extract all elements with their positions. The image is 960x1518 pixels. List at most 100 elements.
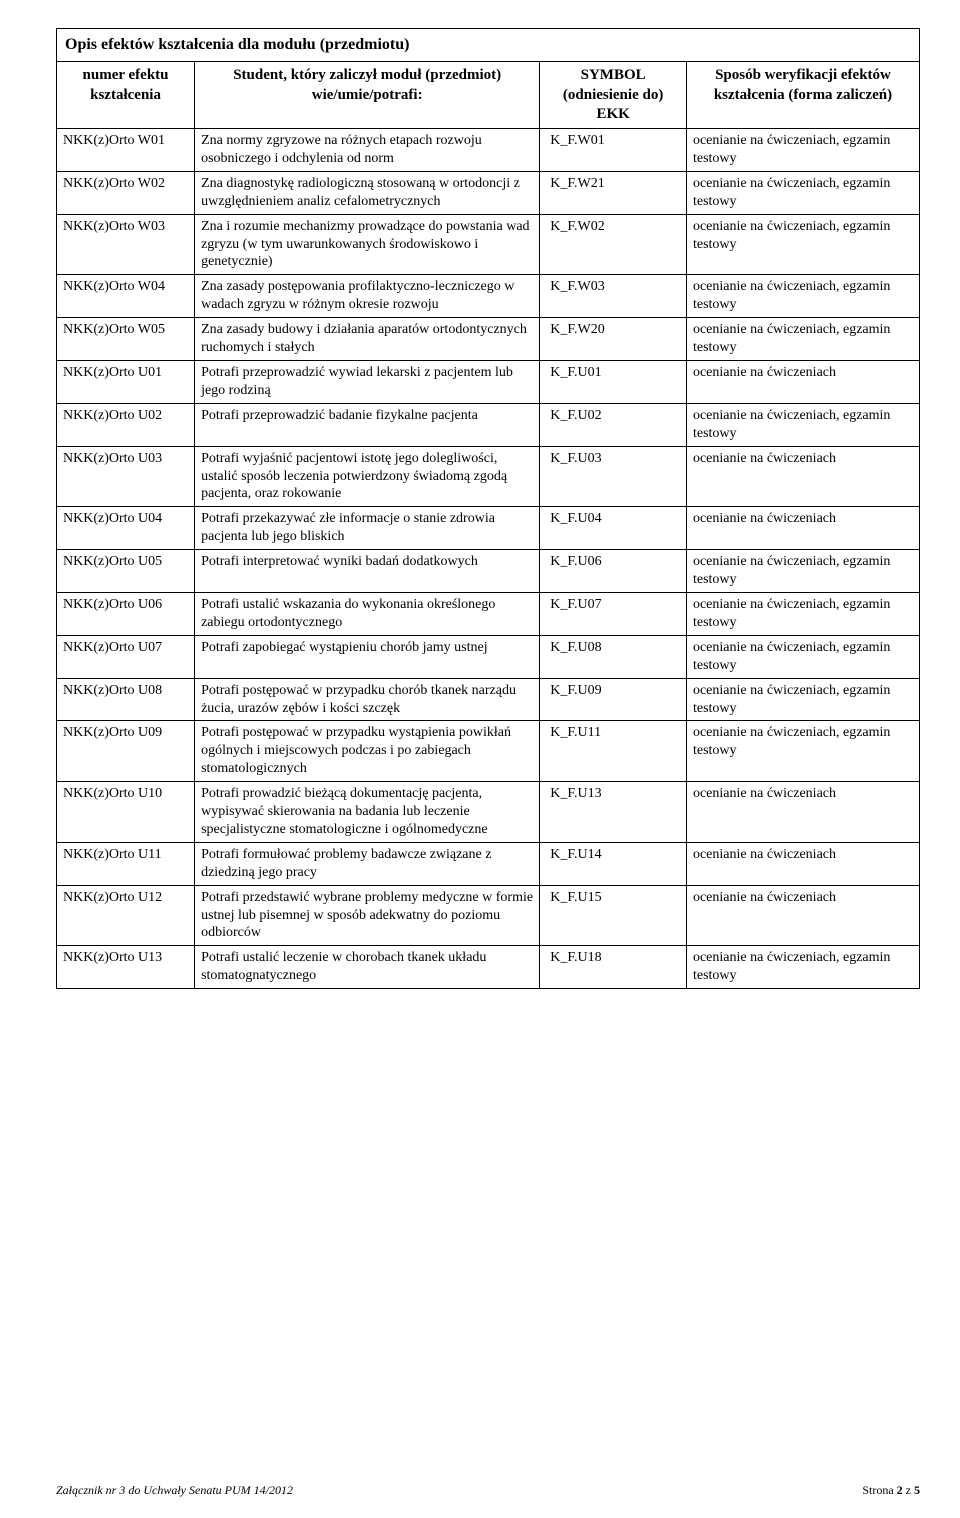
- table-row: NKK(z)Orto U11Potrafi formułować problem…: [57, 842, 920, 885]
- cell-symbol: K_F.U03: [540, 446, 687, 507]
- cell-symbol: K_F.U02: [540, 403, 687, 446]
- cell-symbol: K_F.U15: [540, 885, 687, 946]
- cell-symbol: K_F.U09: [540, 678, 687, 721]
- cell-description: Zna i rozumie mechanizmy prowadzące do p…: [195, 214, 540, 275]
- cell-effect-number: NKK(z)Orto U10: [57, 782, 195, 843]
- cell-symbol: K_F.U06: [540, 550, 687, 593]
- document-page: Opis efektów kształcenia dla modułu (prz…: [0, 0, 960, 1518]
- effects-table: Opis efektów kształcenia dla modułu (prz…: [56, 28, 920, 989]
- cell-symbol: K_F.W02: [540, 214, 687, 275]
- cell-description: Potrafi zapobiegać wystąpieniu chorób ja…: [195, 635, 540, 678]
- footer-left: Załącznik nr 3 do Uchwały Senatu PUM 14/…: [56, 1483, 293, 1497]
- cell-description: Potrafi przekazywać złe informacje o sta…: [195, 507, 540, 550]
- footer-page-number: Strona 2 z 5: [862, 1483, 920, 1498]
- cell-verification: ocenianie na ćwiczeniach: [686, 842, 919, 885]
- cell-description: Potrafi postępować w przypadku chorób tk…: [195, 678, 540, 721]
- cell-verification: ocenianie na ćwiczeniach, egzamin testow…: [686, 129, 919, 172]
- cell-effect-number: NKK(z)Orto U13: [57, 946, 195, 989]
- cell-symbol: K_F.U14: [540, 842, 687, 885]
- table-row: NKK(z)Orto U07Potrafi zapobiegać wystąpi…: [57, 635, 920, 678]
- cell-verification: ocenianie na ćwiczeniach, egzamin testow…: [686, 721, 919, 782]
- table-row: NKK(z)Orto U03Potrafi wyjaśnić pacjentow…: [57, 446, 920, 507]
- cell-effect-number: NKK(z)Orto U06: [57, 592, 195, 635]
- table-row: NKK(z)Orto U06Potrafi ustalić wskazania …: [57, 592, 920, 635]
- cell-verification: ocenianie na ćwiczeniach: [686, 361, 919, 404]
- cell-effect-number: NKK(z)Orto U05: [57, 550, 195, 593]
- cell-symbol: K_F.U11: [540, 721, 687, 782]
- cell-effect-number: NKK(z)Orto U04: [57, 507, 195, 550]
- cell-symbol: K_F.W01: [540, 129, 687, 172]
- cell-symbol: K_F.U13: [540, 782, 687, 843]
- cell-verification: ocenianie na ćwiczeniach: [686, 885, 919, 946]
- cell-description: Zna diagnostykę radiologiczną stosowaną …: [195, 171, 540, 214]
- table-row: NKK(z)Orto U02Potrafi przeprowadzić bada…: [57, 403, 920, 446]
- cell-effect-number: NKK(z)Orto U07: [57, 635, 195, 678]
- cell-effect-number: NKK(z)Orto U09: [57, 721, 195, 782]
- cell-verification: ocenianie na ćwiczeniach, egzamin testow…: [686, 678, 919, 721]
- cell-symbol: K_F.W20: [540, 318, 687, 361]
- table-row: NKK(z)Orto W01Zna normy zgryzowe na różn…: [57, 129, 920, 172]
- table-row: NKK(z)Orto U13Potrafi ustalić leczenie w…: [57, 946, 920, 989]
- cell-description: Potrafi przeprowadzić wywiad lekarski z …: [195, 361, 540, 404]
- cell-symbol: K_F.U07: [540, 592, 687, 635]
- cell-verification: ocenianie na ćwiczeniach, egzamin testow…: [686, 635, 919, 678]
- cell-effect-number: NKK(z)Orto U02: [57, 403, 195, 446]
- cell-symbol: K_F.U04: [540, 507, 687, 550]
- cell-verification: ocenianie na ćwiczeniach, egzamin testow…: [686, 214, 919, 275]
- footer-prefix: Strona: [862, 1483, 896, 1497]
- table-row: NKK(z)Orto W04Zna zasady postępowania pr…: [57, 275, 920, 318]
- table-row: NKK(z)Orto U04Potrafi przekazywać złe in…: [57, 507, 920, 550]
- table-title: Opis efektów kształcenia dla modułu (prz…: [57, 29, 920, 62]
- table-row: NKK(z)Orto W03Zna i rozumie mechanizmy p…: [57, 214, 920, 275]
- cell-verification: ocenianie na ćwiczeniach, egzamin testow…: [686, 318, 919, 361]
- page-footer: Załącznik nr 3 do Uchwały Senatu PUM 14/…: [56, 1483, 920, 1498]
- cell-effect-number: NKK(z)Orto W03: [57, 214, 195, 275]
- cell-description: Zna zasady budowy i działania aparatów o…: [195, 318, 540, 361]
- cell-description: Zna normy zgryzowe na różnych etapach ro…: [195, 129, 540, 172]
- header-col1: numer efektu kształcenia: [57, 62, 195, 129]
- footer-total: 5: [914, 1483, 920, 1497]
- cell-symbol: K_F.W21: [540, 171, 687, 214]
- cell-verification: ocenianie na ćwiczeniach: [686, 782, 919, 843]
- cell-verification: ocenianie na ćwiczeniach: [686, 446, 919, 507]
- table-row: NKK(z)Orto W05Zna zasady budowy i działa…: [57, 318, 920, 361]
- table-row: NKK(z)Orto W02Zna diagnostykę radiologic…: [57, 171, 920, 214]
- cell-effect-number: NKK(z)Orto U01: [57, 361, 195, 404]
- table-row: NKK(z)Orto U09Potrafi postępować w przyp…: [57, 721, 920, 782]
- cell-symbol: K_F.U18: [540, 946, 687, 989]
- cell-description: Potrafi przedstawić wybrane problemy med…: [195, 885, 540, 946]
- cell-description: Potrafi przeprowadzić badanie fizykalne …: [195, 403, 540, 446]
- cell-description: Potrafi wyjaśnić pacjentowi istotę jego …: [195, 446, 540, 507]
- cell-verification: ocenianie na ćwiczeniach: [686, 507, 919, 550]
- cell-effect-number: NKK(z)Orto U11: [57, 842, 195, 885]
- cell-description: Potrafi prowadzić bieżącą dokumentację p…: [195, 782, 540, 843]
- table-row: NKK(z)Orto U01Potrafi przeprowadzić wywi…: [57, 361, 920, 404]
- table-row: NKK(z)Orto U10Potrafi prowadzić bieżącą …: [57, 782, 920, 843]
- cell-effect-number: NKK(z)Orto W01: [57, 129, 195, 172]
- cell-verification: ocenianie na ćwiczeniach, egzamin testow…: [686, 275, 919, 318]
- table-title-row: Opis efektów kształcenia dla modułu (prz…: [57, 29, 920, 62]
- cell-description: Potrafi interpretować wyniki badań dodat…: [195, 550, 540, 593]
- table-row: NKK(z)Orto U08Potrafi postępować w przyp…: [57, 678, 920, 721]
- cell-verification: ocenianie na ćwiczeniach, egzamin testow…: [686, 592, 919, 635]
- table-header-row: numer efektu kształcenia Student, który …: [57, 62, 920, 129]
- header-col4: Sposób weryfikacji efektów kształcenia (…: [686, 62, 919, 129]
- cell-description: Potrafi postępować w przypadku wystąpien…: [195, 721, 540, 782]
- table-row: NKK(z)Orto U12Potrafi przedstawić wybran…: [57, 885, 920, 946]
- cell-effect-number: NKK(z)Orto W05: [57, 318, 195, 361]
- cell-effect-number: NKK(z)Orto W02: [57, 171, 195, 214]
- cell-effect-number: NKK(z)Orto U08: [57, 678, 195, 721]
- cell-symbol: K_F.U01: [540, 361, 687, 404]
- cell-description: Zna zasady postępowania profilaktyczno-l…: [195, 275, 540, 318]
- cell-effect-number: NKK(z)Orto U12: [57, 885, 195, 946]
- cell-description: Potrafi formułować problemy badawcze zwi…: [195, 842, 540, 885]
- footer-mid: z: [903, 1483, 914, 1497]
- cell-symbol: K_F.W03: [540, 275, 687, 318]
- header-col2: Student, który zaliczył moduł (przedmiot…: [195, 62, 540, 129]
- table-row: NKK(z)Orto U05Potrafi interpretować wyni…: [57, 550, 920, 593]
- cell-verification: ocenianie na ćwiczeniach, egzamin testow…: [686, 403, 919, 446]
- cell-description: Potrafi ustalić wskazania do wykonania o…: [195, 592, 540, 635]
- cell-description: Potrafi ustalić leczenie w chorobach tka…: [195, 946, 540, 989]
- cell-symbol: K_F.U08: [540, 635, 687, 678]
- cell-verification: ocenianie na ćwiczeniach, egzamin testow…: [686, 946, 919, 989]
